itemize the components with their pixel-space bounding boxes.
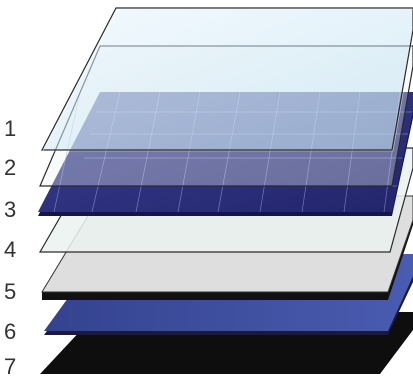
layer-number-6: 6 bbox=[4, 319, 17, 344]
layer-number-1: 1 bbox=[4, 116, 17, 141]
layer-1-glass bbox=[41, 7, 413, 152]
layer-number-3: 3 bbox=[4, 197, 17, 222]
layer-number-4: 4 bbox=[4, 237, 17, 262]
glass-face bbox=[41, 7, 413, 151]
layer-number-7: 7 bbox=[4, 354, 17, 379]
glass-highlight bbox=[42, 8, 413, 152]
layer-number-2: 2 bbox=[4, 155, 17, 180]
layer-number-5: 5 bbox=[4, 279, 17, 304]
